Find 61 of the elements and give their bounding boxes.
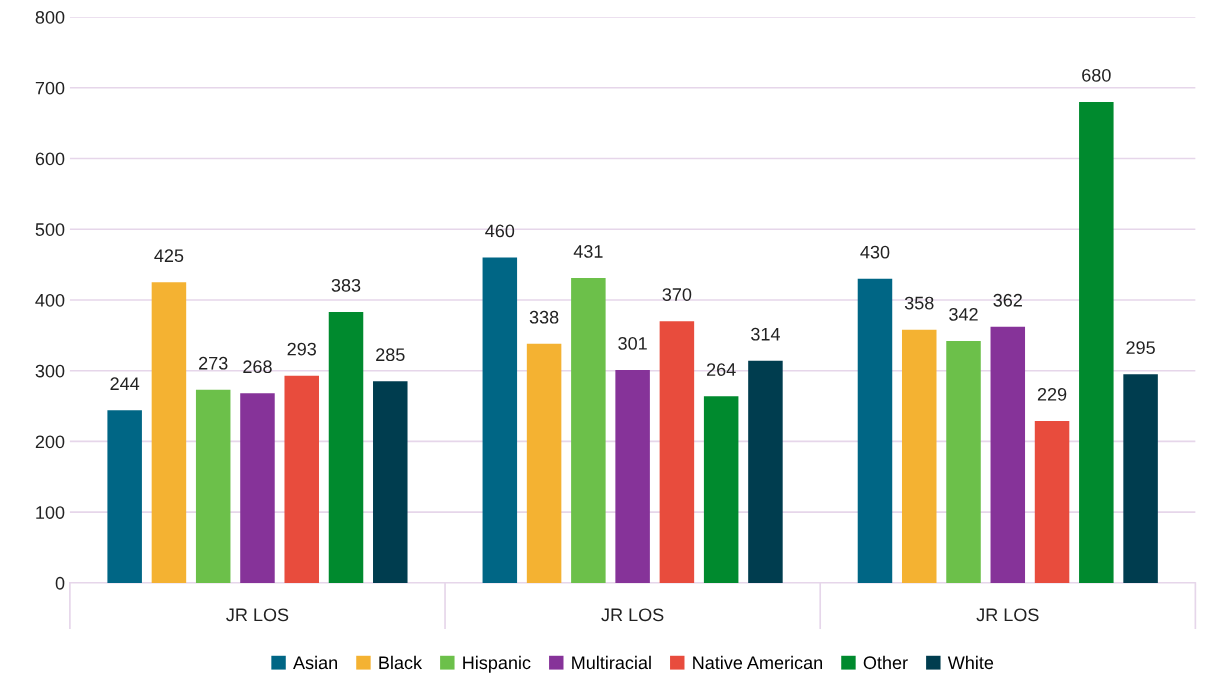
bar [615,370,650,583]
y-tick-label: 600 [35,152,65,166]
data-label: 680 [1082,68,1111,82]
data-label: 273 [199,356,228,370]
legend-label: Asian [293,655,337,670]
data-label: 338 [529,310,559,324]
legend-label: Other [863,655,908,670]
legend-label: White [947,655,994,670]
bar [373,381,408,583]
data-label: 268 [243,360,272,374]
y-tick-label: 400 [35,293,65,307]
data-label: 430 [860,245,890,259]
bar [857,278,893,583]
x-tick-label: JR LOS [601,608,664,622]
bar [284,375,319,583]
bar [990,326,1026,583]
data-label: 301 [618,336,647,350]
bar [571,278,606,583]
data-label: 314 [751,327,780,341]
data-label: 425 [154,249,184,263]
legend-label: Black [379,655,423,670]
legend-label: Native American [693,655,822,670]
legend-label: Hispanic [463,655,531,673]
data-label: 362 [993,293,1022,307]
bar [328,312,364,583]
y-tick-label: 700 [35,81,65,95]
data-label: 295 [1126,341,1155,355]
bar [659,321,695,583]
bar [151,282,187,583]
bar [240,393,275,583]
bar [526,343,562,583]
bar [195,389,231,583]
y-tick-label: 300 [35,364,65,378]
data-label: 431 [573,245,603,258]
data-label: 358 [904,296,934,310]
bar [1079,101,1114,583]
y-tick-label: 800 [35,10,65,24]
legend-label: Multiracial [572,655,651,670]
x-tick-label: JR LOS [976,608,1039,622]
y-tick-label: 100 [36,506,65,519]
bar [1123,374,1158,583]
data-label: 264 [707,363,736,376]
x-tick-label: JR LOS [226,608,289,622]
data-label: 460 [485,224,515,238]
y-tick-label: 0 [55,576,65,590]
y-tick-label: 500 [35,223,65,236]
y-tick-label: 200 [35,435,65,449]
bar [946,341,981,583]
data-label: 229 [1037,387,1067,401]
bar [901,329,937,583]
bar [1034,420,1070,583]
data-label: 383 [331,278,361,292]
bar [748,360,783,583]
data-label: 370 [662,288,692,301]
data-label: 293 [287,342,317,356]
data-label: 342 [949,307,978,321]
bar [107,410,142,583]
data-label: 285 [376,348,405,362]
data-label: 244 [110,377,140,390]
bar [482,257,518,583]
bar [703,396,739,583]
